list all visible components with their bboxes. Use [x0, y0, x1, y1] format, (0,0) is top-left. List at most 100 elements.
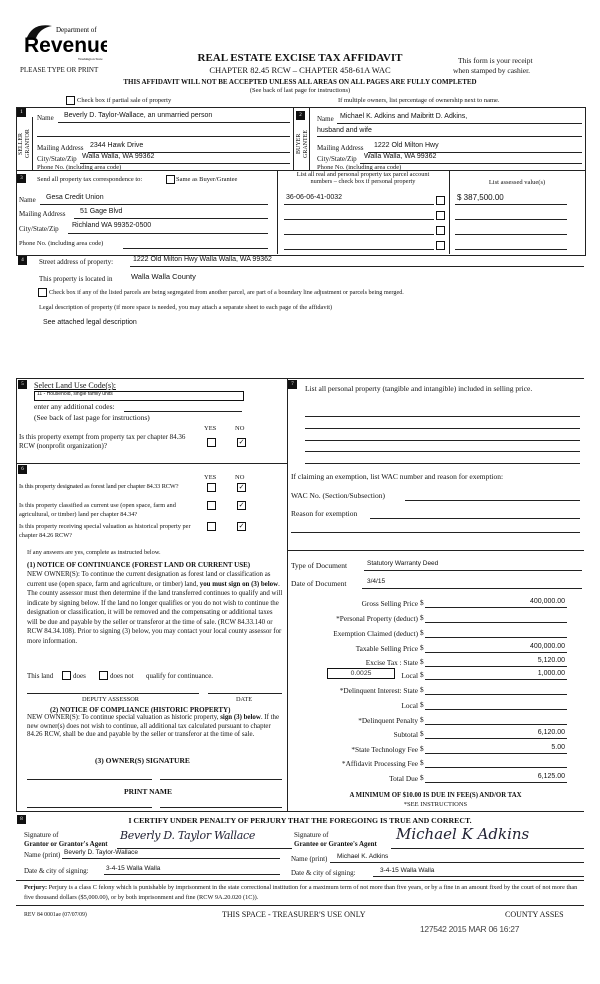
amount-line — [425, 652, 567, 653]
corr-name[interactable]: Gesa Credit Union — [46, 194, 104, 201]
personal-property-line[interactable] — [305, 440, 580, 441]
perjury-text: Perjury is a class C felony which is pun… — [24, 884, 578, 901]
parcel-number-1[interactable]: 36-06-06-41-0032 — [286, 194, 343, 201]
legal-description[interactable]: See attached legal description — [43, 319, 137, 326]
seller-name[interactable]: Beverly D. Taylor-Wallace, an unmarried … — [64, 112, 213, 119]
certify-heading: I CERTIFY UNDER PENALTY OF PERJURY THAT … — [128, 816, 472, 825]
grantee-agent-label: Grantee or Grantee's Agent — [294, 840, 377, 848]
svg-text:Revenue: Revenue — [24, 34, 107, 57]
assessor-signature-line[interactable] — [27, 693, 199, 694]
does-checkbox[interactable] — [62, 671, 71, 680]
personal-property-checkbox-3[interactable] — [436, 226, 445, 235]
forest-yes-checkbox[interactable] — [207, 483, 216, 492]
owner-signature-line-2[interactable] — [160, 779, 282, 780]
forest-no-checkbox[interactable]: ✓ — [237, 483, 246, 492]
amount-value[interactable]: 5.00 — [551, 744, 565, 751]
print-name-line-2[interactable] — [160, 807, 282, 808]
amount-label: Exemption Claimed (deduct) — [333, 629, 418, 638]
amount-value[interactable]: 1,000.00 — [537, 670, 565, 677]
dollar-sign: $ — [420, 715, 424, 724]
divider — [287, 378, 288, 811]
grantor-name[interactable]: Beverly D. Taylor-Wallace — [64, 849, 139, 856]
corr-mailing-label: Mailing Address — [19, 210, 66, 218]
corr-mailing[interactable]: 51 Gage Blvd — [80, 208, 123, 215]
divider — [293, 107, 294, 170]
amount-label: Local — [401, 671, 418, 680]
current-use-yes-checkbox[interactable] — [207, 501, 216, 510]
buyer-name-label: Name — [317, 115, 334, 123]
property-county[interactable]: Walla Walla County — [131, 272, 196, 281]
personal-property-line[interactable] — [305, 463, 580, 464]
amount-value[interactable]: 6,125.00 — [537, 773, 565, 780]
minimum-due-note: A MINIMUM OF $10.00 IS DUE IN FEE(S) AND… — [349, 792, 522, 799]
owner-signature-line-1[interactable] — [27, 779, 152, 780]
divider — [16, 811, 584, 812]
notice1-post: . The county assessor must then determin… — [27, 580, 283, 645]
grantee-date-label: Date & city of signing: — [291, 869, 356, 877]
personal-property-line[interactable] — [305, 416, 580, 417]
reason-input-2[interactable] — [291, 532, 580, 533]
yes-header: YES — [204, 425, 217, 432]
corr-city-label: City/State/Zip — [19, 225, 59, 233]
assessed-value-1[interactable]: $ 387,500.00 — [457, 193, 504, 202]
wac-input[interactable] — [405, 500, 580, 501]
exempt-question: Is this property exempt from property ta… — [19, 433, 186, 450]
grantee-signature: Michael K Adkins — [396, 825, 530, 843]
assessor-date-line[interactable] — [208, 693, 282, 694]
see-instructions: *SEE INSTRUCTIONS — [403, 801, 468, 808]
partial-sale-label: Check box if partial sale of property — [77, 97, 172, 104]
seller-mailing[interactable]: 2344 Hawk Drive — [90, 142, 144, 149]
partial-sale-checkbox[interactable] — [66, 96, 75, 105]
doc-date-label: Date of Document — [291, 579, 347, 588]
historical-yes-checkbox[interactable] — [207, 522, 216, 531]
personal-property-line[interactable] — [305, 428, 580, 429]
no-header: NO — [235, 425, 245, 432]
amount-label: Local — [401, 701, 418, 710]
amount-value[interactable]: 6,120.00 — [537, 729, 565, 736]
grantor-date[interactable]: 3-4-15 Walla Walla — [106, 865, 161, 872]
dollar-sign: $ — [420, 613, 424, 622]
cashier-stamp: 127542 2015 MAR 06 16:27 — [420, 924, 520, 934]
print-name-label: PRINT NAME — [124, 787, 172, 796]
personal-property-checkbox-1[interactable] — [436, 196, 445, 205]
amount-value[interactable]: 400,000.00 — [529, 643, 565, 650]
amount-value[interactable]: 400,000.00 — [529, 598, 565, 605]
grantor-date-label: Date & city of signing: — [24, 867, 89, 875]
grantee-name[interactable]: Michael K. Adkins — [337, 853, 389, 860]
segregated-checkbox[interactable] — [38, 288, 47, 297]
current-use-no-checkbox[interactable]: ✓ — [237, 501, 246, 510]
divider — [16, 378, 584, 379]
property-street[interactable]: 1222 Old Milton Hwy Walla Walla, WA 9936… — [133, 256, 272, 263]
buyer-city[interactable]: Walla Walla, WA 99362 — [364, 153, 437, 160]
buyer-name[interactable]: Michael K. Adkins and Maibritt D. Adkins… — [340, 113, 468, 120]
doc-type[interactable]: Statutory Warranty Deed — [367, 560, 439, 567]
exempt-yes-checkbox[interactable] — [207, 438, 216, 447]
field-line — [317, 136, 582, 137]
amount-line — [425, 738, 567, 739]
grantee-signature-line[interactable] — [391, 848, 584, 849]
field-line — [364, 570, 582, 571]
local-rate-field[interactable]: 0.0025 — [327, 668, 395, 679]
buyer-name-2[interactable]: husband and wife — [317, 127, 372, 134]
amount-value[interactable]: 5,120.00 — [537, 657, 565, 664]
reason-input[interactable] — [370, 518, 580, 519]
historical-no-checkbox[interactable]: ✓ — [237, 522, 246, 531]
grantor-agent-label: Grantor or Grantor's Agent — [24, 840, 108, 848]
dollar-sign: $ — [420, 744, 424, 753]
personal-property-line[interactable] — [305, 451, 580, 452]
personal-property-checkbox-4[interactable] — [436, 241, 445, 250]
field-line — [284, 234, 434, 235]
corr-city[interactable]: Richland WA 99352-0500 — [72, 222, 152, 229]
grantee-date[interactable]: 3-4-15 Walla Walla — [380, 867, 435, 874]
does-not-checkbox[interactable] — [99, 671, 108, 680]
buyer-mailing[interactable]: 1222 Old Milton Hwy — [374, 142, 439, 149]
print-name-line-1[interactable] — [27, 807, 152, 808]
exempt-no-checkbox[interactable]: ✓ — [237, 438, 246, 447]
land-use-select[interactable]: 11 - Household, single family units — [34, 391, 244, 401]
same-as-buyer-checkbox[interactable] — [166, 175, 175, 184]
personal-property-checkbox-2[interactable] — [436, 211, 445, 220]
doc-date[interactable]: 3/4/15 — [367, 578, 386, 585]
grantor-signature-line[interactable] — [117, 848, 292, 849]
field-line — [124, 411, 242, 412]
seller-city[interactable]: Walla Walla, WA 99362 — [82, 153, 155, 160]
